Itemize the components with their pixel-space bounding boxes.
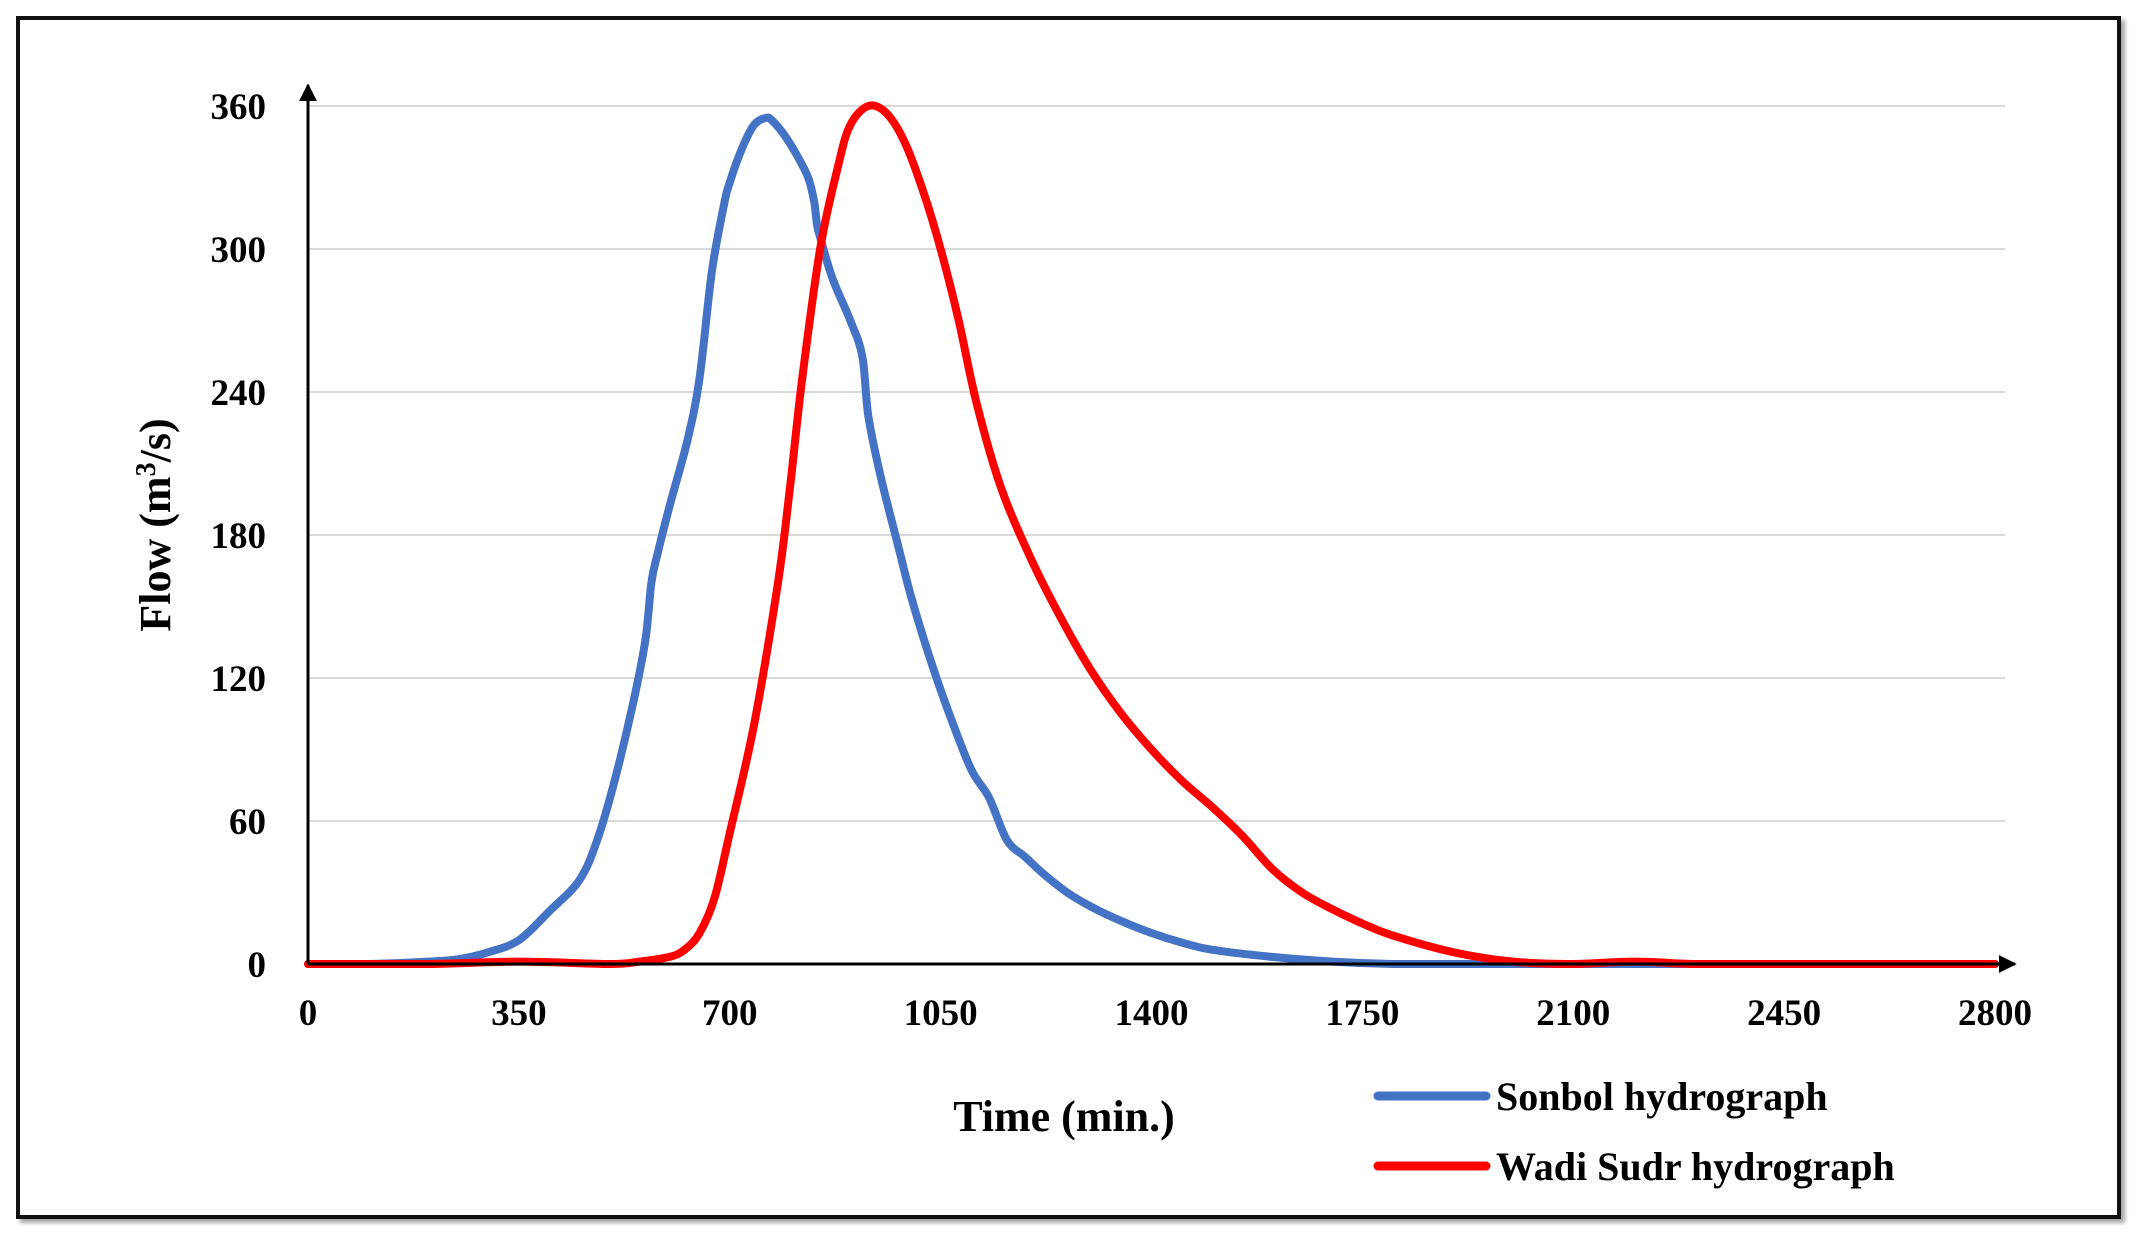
y-tick-label: 60 — [229, 802, 266, 843]
y-axis-title-prefix: Flow (m — [131, 476, 180, 631]
legend: Sonbol hydrograph Wadi Sudr hydrograph — [1373, 1074, 1895, 1189]
x-tick-label: 0 — [299, 993, 318, 1034]
x-tick-label: 1050 — [904, 993, 978, 1034]
gridlines — [308, 105, 2005, 822]
legend-label-wadi-sudr: Wadi Sudr hydrograph — [1496, 1144, 1895, 1189]
x-tick-label: 1400 — [1115, 993, 1189, 1034]
x-tick-label: 700 — [702, 993, 758, 1034]
x-axis-title: Time (min.) — [953, 1092, 1175, 1141]
y-tick-label: 300 — [211, 230, 267, 271]
x-tick-label: 2450 — [1747, 993, 1821, 1034]
tick-labels: 0 60 120 180 240 300 360 0 350 700 1050 1400 1750 210… — [211, 87, 2033, 1034]
y-axis-title-suffix: /s) — [131, 418, 180, 463]
chart-frame: 0 60 120 180 240 300 360 0 350 700 1050 1400 1750 210… — [16, 16, 2121, 1219]
legend-label-sonbol: Sonbol hydrograph — [1496, 1074, 1828, 1119]
x-tick-label: 2800 — [1958, 993, 2032, 1034]
y-axis-title: Flow (m3/s) — [131, 418, 181, 631]
x-tick-label: 350 — [491, 993, 547, 1034]
x-tick-label: 1750 — [1325, 993, 1399, 1034]
y-tick-label: 0 — [248, 945, 267, 986]
y-axis-title-superscript: 3 — [131, 462, 162, 476]
y-tick-label: 180 — [211, 516, 267, 557]
series-group — [304, 101, 1999, 969]
y-tick-label: 240 — [211, 373, 267, 414]
series-sonbol-line — [304, 113, 1999, 969]
series-wadi-sudr-line — [304, 101, 1999, 969]
x-tick-label: 2100 — [1536, 993, 1610, 1034]
y-tick-label: 360 — [211, 87, 267, 128]
hydrograph-chart: 0 60 120 180 240 300 360 0 350 700 1050 1400 1750 210… — [131, 83, 2033, 1189]
y-tick-label: 120 — [211, 659, 267, 700]
